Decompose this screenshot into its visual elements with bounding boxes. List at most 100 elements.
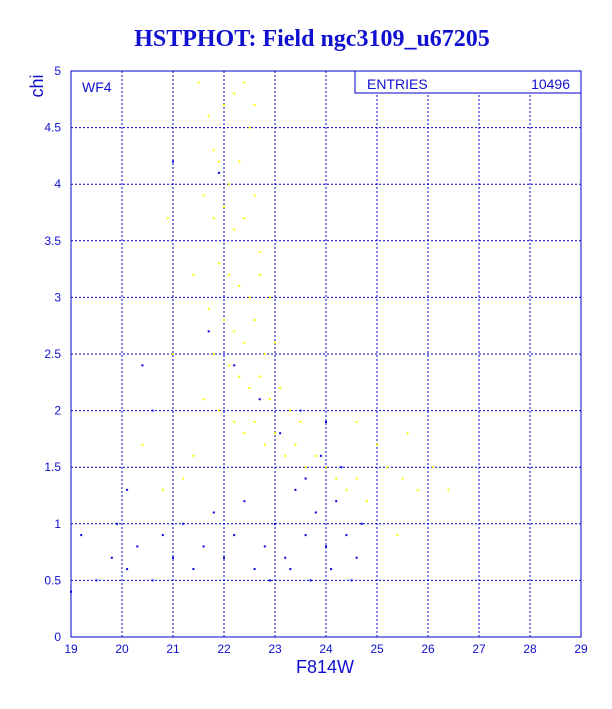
scatter-point-s0-51	[325, 466, 327, 469]
scatter-point-s1-13	[233, 534, 236, 537]
x-tick-label-2: 21	[166, 642, 180, 656]
y-tick-label-3: 1.5	[44, 460, 61, 474]
scatter-point-s1-7	[172, 556, 174, 559]
scatter-point-s0-68	[172, 353, 174, 355]
scatter-point-s0-3	[223, 103, 225, 106]
scatter-point-s0-17	[258, 251, 261, 254]
scatter-point-s0-71	[396, 534, 399, 537]
scatter-point-s0-32	[228, 364, 231, 367]
scatter-point-s0-6	[253, 103, 256, 106]
scatter-point-s0-29	[263, 353, 266, 355]
scatter-point-s1-41	[172, 160, 174, 163]
x-tick-label-8: 27	[472, 642, 486, 656]
scatter-point-s0-25	[223, 319, 225, 322]
scatter-point-s0-14	[233, 228, 236, 231]
y-tick-label-7: 3.5	[44, 234, 61, 248]
scatter-point-s0-49	[304, 466, 307, 469]
scatter-point-s0-7	[248, 126, 251, 129]
y-tick-label-6: 3	[54, 290, 61, 304]
scatter-point-s0-63	[355, 420, 358, 423]
scatter-point-s1-27	[350, 579, 353, 582]
scatter-point-s1-38	[233, 364, 236, 367]
scatter-point-s1-40	[217, 171, 220, 174]
scatter-point-s1-33	[319, 454, 322, 457]
scatter-point-s0-38	[289, 409, 292, 412]
scatter-point-s1-16	[263, 545, 266, 548]
y-axis-label: chi	[27, 74, 47, 97]
scatter-point-s0-65	[192, 454, 195, 457]
scatter-point-s0-22	[258, 273, 261, 276]
scatter-point-s0-30	[274, 341, 276, 344]
scatter-point-s0-46	[274, 432, 276, 435]
x-tick-label-10: 29	[574, 642, 588, 656]
x-tick-label-5: 24	[319, 642, 333, 656]
stats-box	[354, 70, 582, 94]
scatter-point-s0-41	[217, 409, 220, 412]
scatter-point-s0-58	[416, 488, 419, 491]
scatter-point-s0-33	[238, 375, 241, 378]
scatter-point-s0-23	[268, 296, 271, 299]
scatter-point-s0-52	[335, 477, 338, 480]
scatter-point-s0-19	[228, 273, 231, 276]
scatter-point-s1-39	[207, 330, 210, 333]
y-tick-label-10: 5	[54, 64, 61, 78]
y-tick-label-5: 2.5	[44, 347, 61, 361]
scatter-point-s0-50	[314, 454, 317, 457]
scatter-point-s1-4	[136, 545, 139, 548]
scatter-point-s0-55	[365, 500, 368, 503]
scatter-point-s1-35	[299, 409, 302, 412]
y-tick-label-1: 0.5	[44, 573, 61, 587]
scatter-point-s0-10	[238, 160, 241, 163]
scatter-point-s0-24	[207, 307, 210, 310]
y-tick-label-9: 4.5	[44, 121, 61, 135]
scatter-point-s1-43	[151, 409, 154, 412]
x-tick-label-4: 23	[268, 642, 282, 656]
x-tick-label-3: 22	[217, 642, 231, 656]
scatter-point-s0-36	[268, 398, 271, 401]
scatter-point-s1-5	[151, 579, 154, 582]
scatter-point-s1-42	[141, 364, 144, 367]
scatter-point-s0-47	[284, 454, 287, 457]
scatter-point-s1-17	[274, 522, 276, 525]
scatter-point-s0-64	[182, 477, 185, 480]
scatter-point-s1-34	[325, 420, 327, 423]
scatter-point-s0-21	[248, 296, 251, 299]
scatter-point-s1-24	[345, 534, 348, 537]
scatter-point-s0-53	[345, 488, 348, 491]
scatter-point-s0-0	[197, 81, 200, 84]
x-tick-labels: 19 20 21 22 23 24 25 26 27 28 29	[64, 642, 588, 656]
scatter-points	[70, 81, 450, 593]
y-tick-label-8: 4	[54, 177, 61, 191]
scatter-point-s1-3	[126, 568, 129, 571]
y-tick-label-2: 1	[54, 517, 61, 531]
scatter-point-s1-20	[304, 534, 307, 537]
scatter-point-s1-1	[95, 579, 98, 582]
scatter-point-s0-69	[166, 217, 169, 220]
scatter-point-s1-25	[355, 556, 358, 559]
y-tick-label-4: 2	[54, 404, 61, 418]
scatter-point-s0-13	[223, 205, 225, 208]
scatter-point-s0-1	[207, 115, 210, 118]
scatter-point-s0-43	[243, 432, 246, 435]
scatter-point-s1-31	[268, 579, 271, 582]
x-axis-label: F814W	[296, 657, 354, 677]
scatter-point-s1-26	[360, 522, 363, 525]
scatter-point-s0-70	[192, 273, 195, 276]
scatter-point-s1-9	[192, 568, 195, 571]
scatter-point-s1-11	[212, 511, 215, 514]
scatter-point-s0-34	[248, 386, 251, 389]
x-tick-label-9: 28	[523, 642, 537, 656]
scatter-point-s0-54	[355, 477, 358, 480]
scatter-point-s0-20	[238, 285, 241, 288]
scatter-point-s1-29	[309, 579, 312, 582]
scatter-point-s0-66	[161, 488, 164, 491]
stats-box-value: 10496	[531, 76, 570, 92]
scatter-point-s0-62	[406, 432, 409, 435]
scatter-point-s1-23	[335, 500, 338, 503]
scatter-point-s1-2	[110, 556, 113, 559]
scatter-point-s0-5	[243, 81, 246, 84]
scatter-point-s1-45	[115, 522, 118, 525]
scatter-point-s0-35	[258, 375, 261, 378]
y-tick-labels: 0 0.5 1 1.5 2 2.5 3 3.5 4 4.5 5	[44, 64, 61, 644]
scatter-point-s0-11	[202, 194, 205, 197]
